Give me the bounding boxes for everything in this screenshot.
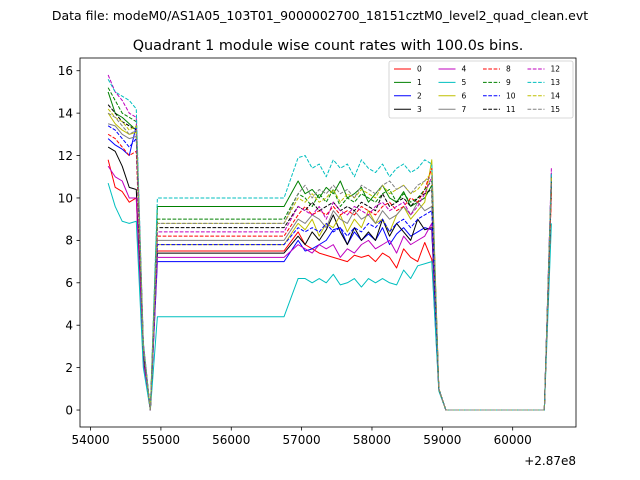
- legend-entry-4: 4: [462, 65, 467, 74]
- y-tick-label: 4: [65, 319, 73, 333]
- legend-entry-15: 15: [551, 105, 561, 114]
- chart-title: Quadrant 1 module wise count rates with …: [133, 38, 524, 54]
- legend-entry-7: 7: [462, 105, 467, 114]
- chart-suptitle: Data file: modeM0/AS1A05_103T01_90000027…: [52, 8, 588, 23]
- legend-entry-0: 0: [417, 65, 422, 74]
- x-tick-label: 54000: [71, 433, 109, 447]
- legend-entry-5: 5: [462, 78, 467, 87]
- legend-entry-2: 2: [417, 91, 422, 100]
- series-line-15: [107, 112, 552, 411]
- x-offset-label: +2.87e8: [524, 454, 576, 468]
- y-tick-label: 16: [58, 64, 73, 78]
- y-tick-label: 10: [58, 191, 73, 205]
- x-tick-label: 59000: [423, 433, 461, 447]
- legend-entry-13: 13: [551, 78, 561, 87]
- legend-entry-6: 6: [462, 91, 467, 100]
- y-tick-label: 14: [58, 106, 73, 120]
- y-tick-label: 12: [58, 149, 73, 163]
- legend-entry-10: 10: [506, 91, 516, 100]
- axes-layer: 54000 55000 56000 57000 58000 59000 60000 0 2 4 6 8…: [58, 57, 577, 468]
- series-line-9: [107, 87, 552, 411]
- axes-frame: [79, 57, 577, 428]
- x-tick-label: 57000: [283, 433, 321, 447]
- legend-entry-9: 9: [506, 78, 511, 87]
- y-tick-label: 8: [65, 234, 73, 248]
- legend-entry-12: 12: [551, 65, 561, 74]
- x-tick-label: 60000: [494, 433, 532, 447]
- y-tick-label: 0: [65, 403, 73, 417]
- legend-entry-8: 8: [506, 65, 511, 74]
- y-tick-label: 2: [65, 361, 73, 375]
- x-tick-label: 56000: [212, 433, 250, 447]
- series-layer: [107, 74, 552, 411]
- series-line-10: [107, 125, 552, 411]
- y-tick-label: 6: [65, 276, 73, 290]
- legend-entry-14: 14: [551, 91, 561, 100]
- x-tick-label: 55000: [142, 433, 180, 447]
- series-line-13: [107, 78, 552, 411]
- x-tick-label: 58000: [353, 433, 391, 447]
- legend-box: [388, 60, 574, 119]
- legend-entry-11: 11: [506, 105, 516, 114]
- legend-entry-1: 1: [417, 78, 422, 87]
- legend-entry-3: 3: [417, 105, 422, 114]
